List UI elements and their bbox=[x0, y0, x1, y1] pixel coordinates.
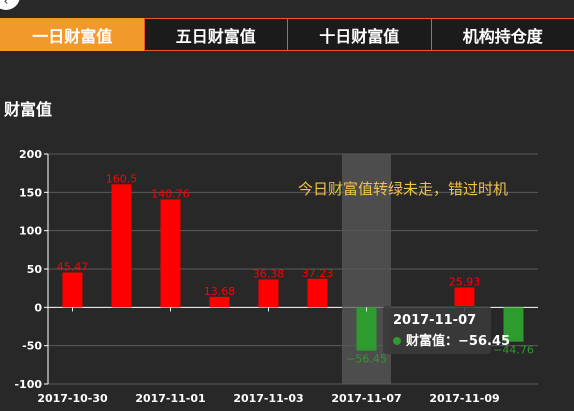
bar bbox=[454, 287, 475, 308]
data-label: 37.23 bbox=[302, 267, 334, 280]
y-tick-label: -50 bbox=[22, 340, 42, 353]
x-tick-label: 2017-11-01 bbox=[135, 392, 205, 405]
data-label: 160.5 bbox=[106, 172, 138, 185]
x-tick-label: 2017-11-03 bbox=[233, 392, 303, 405]
tab-ten-day[interactable]: 十日财富值 bbox=[287, 18, 432, 51]
data-label: −44.76 bbox=[493, 344, 534, 357]
bar bbox=[209, 296, 230, 308]
tooltip-value: 财富值：−56.45 bbox=[406, 333, 510, 349]
section-title: 财富值 bbox=[4, 100, 53, 119]
data-label: −56.45 bbox=[346, 353, 387, 366]
y-tick-label: 100 bbox=[19, 225, 42, 238]
tab-institution-holding[interactable]: 机构持仓度 bbox=[430, 18, 574, 51]
tooltip-label: 财富值： bbox=[406, 333, 458, 349]
data-label: 45.47 bbox=[57, 260, 89, 273]
y-tick-label: 0 bbox=[34, 301, 42, 314]
data-label: 36.38 bbox=[253, 267, 285, 280]
x-tick-label: 2017-10-30 bbox=[37, 392, 108, 405]
bar bbox=[160, 199, 181, 308]
y-tick-label: 150 bbox=[19, 186, 42, 199]
bar bbox=[356, 307, 377, 351]
bar bbox=[111, 184, 132, 308]
y-tick-label: 50 bbox=[27, 263, 43, 276]
x-tick-label: 2017-11-09 bbox=[429, 392, 499, 405]
bar bbox=[62, 272, 83, 308]
chevron-left-icon: ‹ bbox=[3, 0, 9, 8]
data-label: 13.68 bbox=[204, 285, 236, 298]
tooltip-date: 2017-11-07 bbox=[393, 313, 476, 328]
bar bbox=[307, 278, 328, 308]
bar bbox=[258, 279, 279, 308]
tooltip-series-dot bbox=[393, 337, 401, 345]
data-label: 25.93 bbox=[449, 275, 481, 288]
back-button[interactable]: ‹ bbox=[0, 0, 20, 10]
y-tick-label: 200 bbox=[19, 148, 42, 161]
tooltip-number: −56.45 bbox=[458, 334, 510, 349]
tooltip-box bbox=[383, 306, 491, 354]
x-tick-label: 2017-11-07 bbox=[331, 392, 401, 405]
tab-one-day[interactable]: 一日财富值 bbox=[0, 18, 145, 51]
data-label: 140.76 bbox=[151, 187, 190, 200]
tab-bar: 一日财富值 五日财富值 十日财富值 机构持仓度 bbox=[0, 18, 574, 53]
y-tick-label: -100 bbox=[14, 378, 42, 391]
chart-annotation: 今日财富值转绿未走，错过时机 bbox=[298, 180, 508, 198]
bar bbox=[503, 307, 524, 342]
tooltip: 2017-11-07 财富值：−56.45 bbox=[383, 306, 510, 354]
